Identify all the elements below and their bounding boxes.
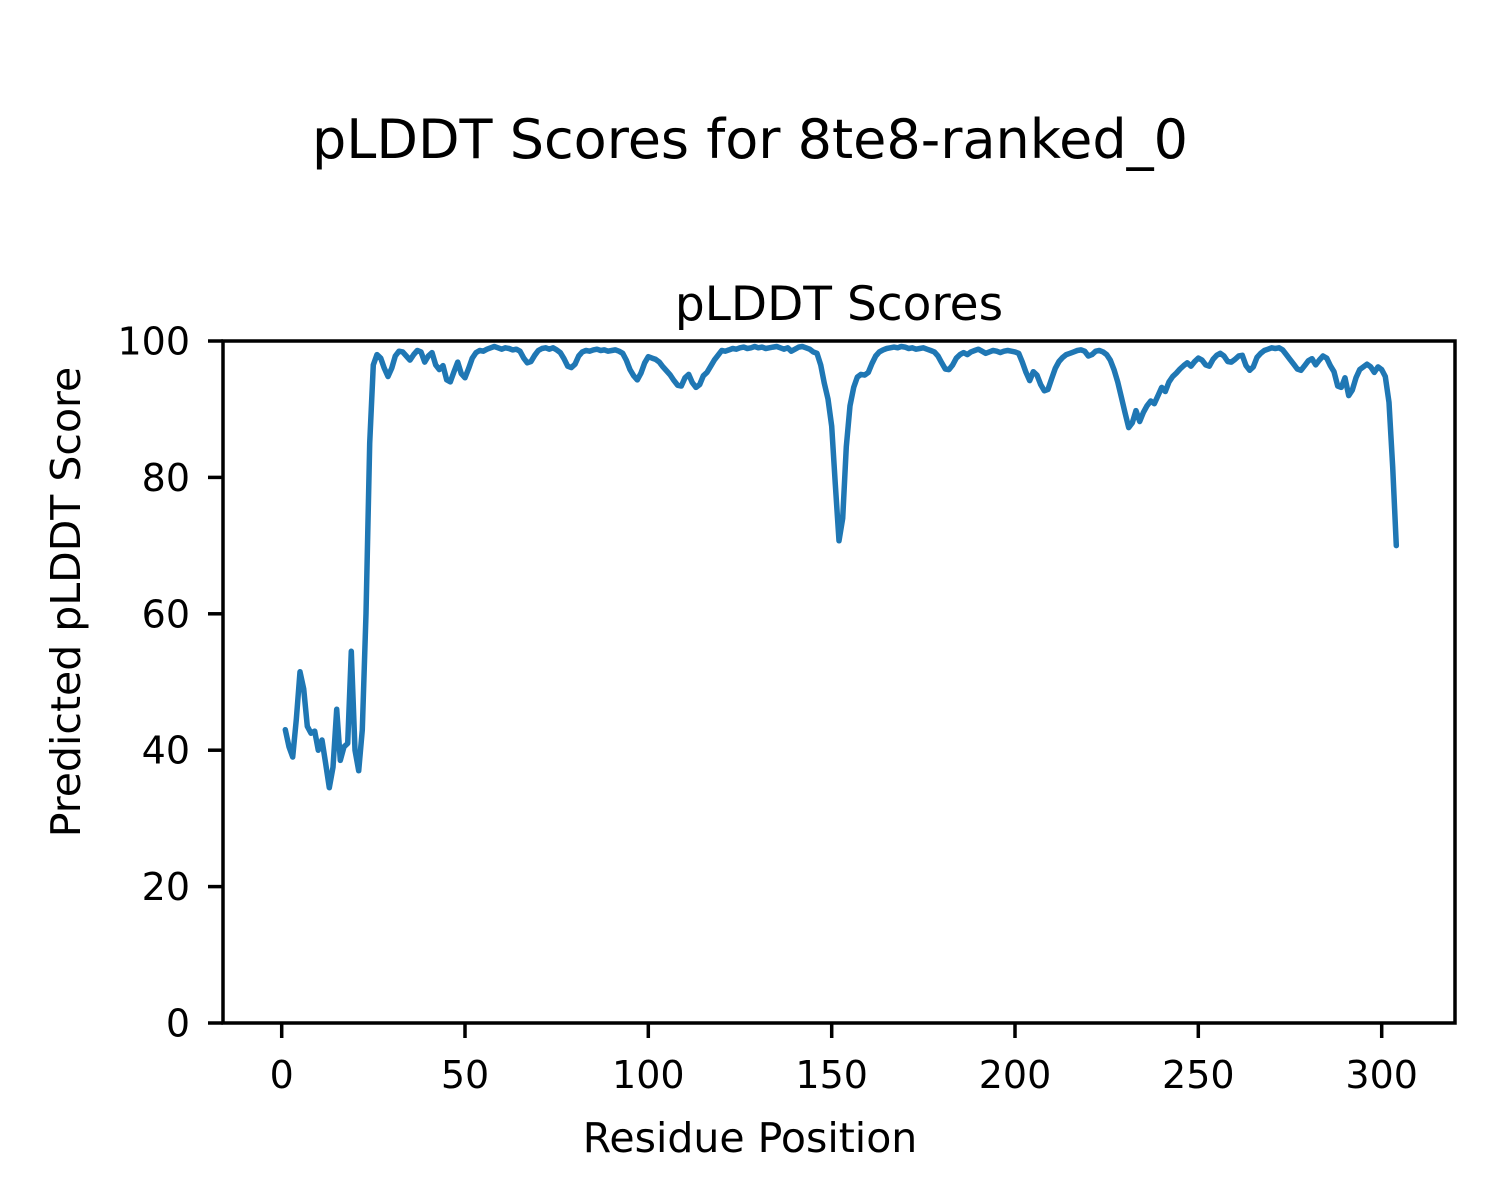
y-tick-label: 100 — [117, 320, 190, 364]
y-axis-label: Predicted pLDDT Score — [42, 367, 90, 837]
plddt-line — [282, 343, 1400, 791]
x-tick-label: 300 — [1345, 1053, 1418, 1097]
axes-title: pLDDT Scores — [675, 277, 1003, 332]
y-tick-label: 0 — [166, 1002, 190, 1046]
x-axis-ticks: 0 50 100 150 200 250 300 — [270, 1023, 1418, 1097]
y-tick-label: 20 — [142, 865, 190, 909]
axes-frame — [221, 339, 1457, 1025]
x-tick-label: 200 — [979, 1053, 1052, 1097]
x-tick-label: 250 — [1162, 1053, 1235, 1097]
y-axis-ticks: 0 20 40 60 80 100 — [117, 320, 223, 1046]
x-tick-label: 50 — [441, 1053, 489, 1097]
y-tick-label: 40 — [142, 729, 190, 773]
y-tick-label: 80 — [142, 456, 190, 500]
x-axis-label: Residue Position — [583, 1114, 918, 1162]
x-tick-label: 150 — [795, 1053, 868, 1097]
figure-suptitle: pLDDT Scores for 8te8-ranked_0 — [312, 108, 1188, 171]
x-tick-label: 100 — [612, 1053, 685, 1097]
x-tick-label: 0 — [270, 1053, 294, 1097]
y-tick-label: 60 — [142, 592, 190, 636]
